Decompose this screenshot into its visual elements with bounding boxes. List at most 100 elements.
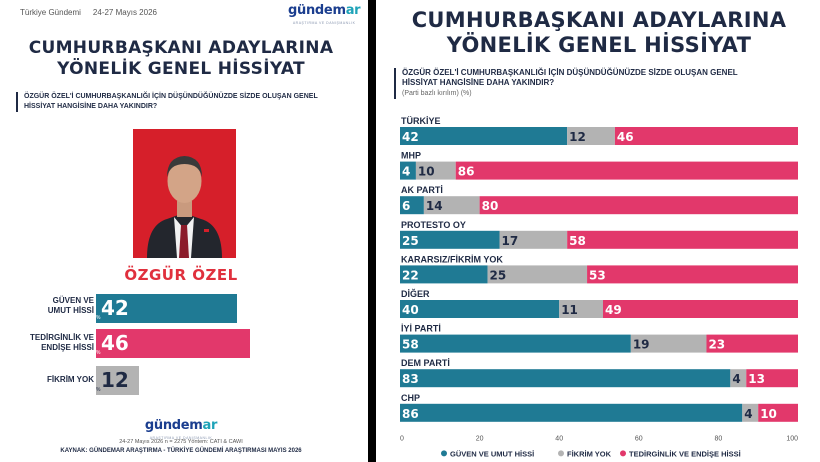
- source-note: KAYNAK: GÜNDEMAR ARAŞTIRMA - TÜRKİYE GÜN…: [60, 448, 302, 454]
- data-label: 10: [760, 407, 777, 421]
- data-label: 46: [617, 130, 634, 144]
- kpi-trust-value: 42: [101, 296, 129, 320]
- bar-segment: [400, 265, 488, 284]
- data-label: 83: [402, 372, 419, 386]
- category-label: CHP: [401, 393, 420, 403]
- candidate-photo: [133, 129, 236, 258]
- x-tick-label: 60: [635, 435, 643, 442]
- data-label: 10: [418, 165, 435, 179]
- data-label: 4: [402, 165, 410, 179]
- chart-question: ÖZGÜR ÖZEL'İ CUMHURBAŞKANLIĞI İÇİN DÜŞÜN…: [394, 68, 804, 99]
- bar-segment: [630, 334, 707, 353]
- data-label: 58: [569, 234, 586, 248]
- survey-meta: 24-27 Mayıs 2026 n = 2275 Yöntem: CATI &…: [119, 439, 243, 445]
- category-label: DEM PARTİ: [401, 358, 450, 368]
- bar-segment: [400, 161, 416, 180]
- brand-label: Türkiye Gündemi: [20, 8, 81, 17]
- x-tick-label: 40: [555, 435, 563, 442]
- bar-segment: [587, 265, 798, 284]
- category-label: PROTESTO OY: [401, 220, 466, 230]
- page-title: CUMHURBAŞKANI ADAYLARINA YÖNELİK GENEL H…: [28, 38, 334, 79]
- bar-segment: [742, 403, 759, 422]
- data-label: 25: [402, 234, 419, 248]
- bar-segment: [746, 369, 798, 388]
- bar-segment: [479, 196, 798, 215]
- bar-segment: [400, 334, 631, 353]
- data-label: 13: [748, 372, 765, 386]
- bar-segment: [706, 334, 798, 353]
- bar-segment: [455, 161, 798, 180]
- data-label: 6: [402, 199, 410, 213]
- data-label: 25: [490, 268, 507, 282]
- data-label: 53: [589, 268, 606, 282]
- bar-segment: [614, 127, 798, 145]
- left-header: Türkiye Gündemi 24-27 Mayıs 2026: [20, 8, 157, 17]
- data-label: 86: [402, 407, 419, 421]
- legend-label: GÜVEN VE UMUT HİSSİ: [450, 449, 534, 458]
- bar-segment: [400, 369, 731, 388]
- bar-segment: [400, 127, 568, 145]
- candidate-name: ÖZGÜR ÖZEL: [124, 266, 238, 284]
- kpi-worry-percent: %: [96, 350, 101, 356]
- data-label: 4: [732, 372, 740, 386]
- bar-segment: [758, 403, 798, 422]
- data-label: 19: [633, 338, 650, 352]
- data-label: 23: [708, 338, 725, 352]
- bar-segment: [602, 300, 798, 318]
- kpi-no-opinion-bar: [96, 366, 139, 395]
- legend-marker: [558, 450, 564, 457]
- data-label: 12: [569, 130, 586, 144]
- x-tick-label: 100: [786, 435, 798, 442]
- bar-segment: [400, 300, 560, 318]
- data-label: 42: [402, 130, 419, 144]
- data-label: 14: [426, 199, 443, 213]
- data-label: 17: [502, 234, 519, 248]
- survey-date: 24-27 Mayıs 2026: [92, 8, 157, 17]
- category-label: MHP: [401, 151, 421, 161]
- kpi-trust-percent: %: [96, 315, 101, 321]
- footer-logo: gündemar ARAŞTIRMA VE DANIŞMANLIK: [144, 418, 218, 440]
- data-label: 58: [402, 338, 419, 352]
- legend-marker: [441, 450, 447, 457]
- data-label: 80: [482, 199, 499, 213]
- legend-marker: [620, 450, 626, 457]
- bar-segment: [400, 403, 743, 422]
- kpi-trust-bar: [96, 294, 237, 323]
- bar-segment: [487, 265, 588, 284]
- category-label: TÜRKİYE: [401, 116, 441, 126]
- bar-segment: [567, 230, 798, 249]
- data-label: 11: [561, 303, 578, 317]
- gundemar-logo: gündemar ARAŞTIRMA VE DANIŞMANLIK: [288, 3, 361, 25]
- summary-panel: Türkiye Gündemi 24-27 Mayıs 2026 gündema…: [0, 0, 362, 462]
- bar-segment: [400, 230, 500, 249]
- category-label: AK PARTİ: [401, 185, 443, 195]
- kpi-worry-value: 46: [101, 331, 129, 355]
- kpi-no-opinion-percent: %: [96, 387, 101, 393]
- data-label: 49: [605, 303, 622, 317]
- bar-segment: [499, 230, 568, 249]
- data-label: 86: [458, 165, 475, 179]
- category-label: İYİ PARTİ: [401, 324, 441, 334]
- legend-label: TEDİRGİNLİK VE ENDİŞE HİSSİ: [629, 449, 741, 458]
- x-tick-label: 80: [715, 435, 723, 442]
- bar-segment: [730, 369, 747, 388]
- kpi-worry-label: TEDİRGİNLİK VE ENDİŞE HİSSİ: [29, 333, 94, 352]
- data-label: 40: [402, 303, 419, 317]
- kpi-no-opinion-value: 12: [101, 368, 129, 392]
- bar-segment: [400, 196, 424, 215]
- kpi-worry-bar: [96, 329, 250, 358]
- x-tick-label: 20: [476, 435, 484, 442]
- category-label: DİĞER: [401, 288, 430, 299]
- bar-segment: [559, 300, 603, 318]
- bar-segment: [567, 127, 615, 145]
- legend-label: FİKRİM YOK: [567, 449, 612, 458]
- kpi-trust-label: GÜVEN VE UMUT HİSSİ: [47, 296, 94, 315]
- category-label: KARARSIZ/FİKRİM YOK: [401, 254, 503, 264]
- bar-segment: [415, 161, 456, 180]
- panel-divider: [368, 0, 376, 462]
- bar-segment: [423, 196, 480, 215]
- data-label: 22: [402, 268, 419, 282]
- data-label: 4: [744, 407, 752, 421]
- stacked-bar-chart: TÜRKİYE 42 12 46 MHP 4 10 86 AK PARTİ 6 14 80 PROTES…: [400, 116, 798, 458]
- x-tick-label: 0: [400, 435, 404, 442]
